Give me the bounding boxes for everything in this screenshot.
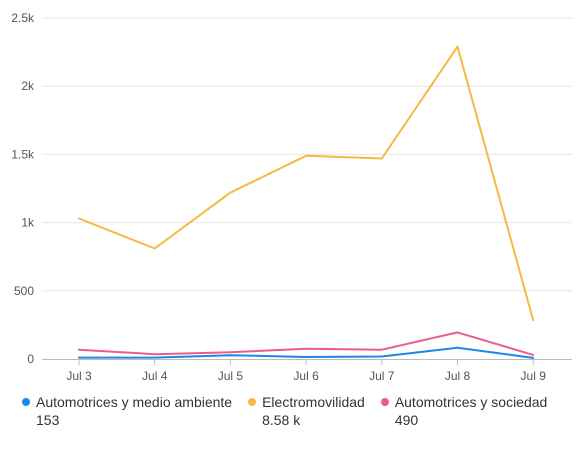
line-chart: 0 500 1k 1.5k 2k 2.5k Jul 3 Jul 4 Jul 5 Jul 6 Jul… — [11, 11, 572, 380]
legend-label: Automotrices y medio ambiente — [36, 394, 233, 410]
grid-lines — [42, 17, 572, 292]
series-line-1[interactable] — [78, 45, 535, 322]
y-axis: 0 500 1k 1.5k 2k 2.5k — [11, 11, 35, 366]
legend-total: 8.58 k — [262, 412, 301, 428]
x-tick-label: Jul 8 — [445, 369, 471, 380]
legend-label: Automotrices y sociedad — [394, 394, 548, 410]
x-tick-label: Jul 4 — [142, 369, 168, 380]
legend-marker-icon — [248, 398, 257, 406]
legend-total: 490 — [394, 412, 419, 428]
series-line-2[interactable] — [78, 331, 535, 356]
series-line-0[interactable] — [78, 346, 535, 359]
y-tick-label: 0 — [27, 352, 34, 366]
y-tick-label: 2.5k — [11, 11, 35, 25]
y-tick-label: 2k — [21, 79, 35, 93]
series-lines — [78, 45, 535, 359]
legend: Automotrices y medio ambiente 153 Electr… — [22, 394, 563, 428]
x-axis: Jul 3 Jul 4 Jul 5 Jul 6 Jul 7 Jul 8 Jul 9 — [42, 359, 572, 380]
legend-marker-icon — [380, 398, 389, 406]
legend-marker-icon — [22, 398, 30, 406]
x-tick-label: Jul 3 — [66, 369, 92, 380]
x-tick-label: Jul 6 — [293, 369, 319, 380]
x-tick-label: Jul 7 — [369, 369, 395, 380]
legend-item-automotrices-sociedad[interactable]: Automotrices y sociedad 490 — [380, 394, 548, 428]
legend-label: Electromovilidad — [262, 394, 365, 410]
legend-item-automotrices-medio-ambiente[interactable]: Automotrices y medio ambiente 153 — [22, 394, 232, 428]
x-tick-label: Jul 5 — [218, 369, 244, 380]
y-tick-label: 500 — [14, 284, 34, 298]
x-tick-label: Jul 9 — [521, 369, 547, 380]
legend-total: 153 — [36, 412, 60, 428]
y-tick-label: 1k — [21, 216, 35, 230]
y-tick-label: 1.5k — [11, 147, 35, 161]
legend-item-electromovilidad[interactable]: Electromovilidad 8.58 k — [248, 394, 365, 428]
